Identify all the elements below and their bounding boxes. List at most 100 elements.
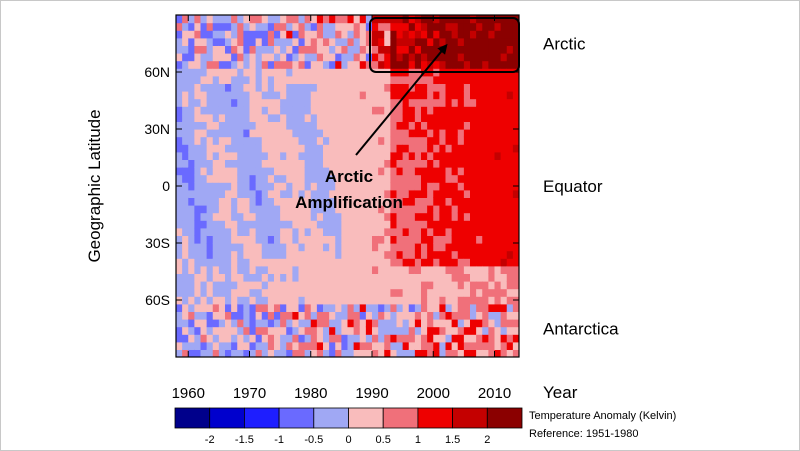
heatmap-cell bbox=[347, 258, 355, 267]
heatmap-cell bbox=[261, 83, 269, 92]
heatmap-cell bbox=[267, 113, 275, 122]
heatmap-cell bbox=[482, 243, 489, 252]
heatmap-cell bbox=[267, 129, 275, 138]
heatmap-cell bbox=[249, 334, 257, 343]
heatmap-cell bbox=[292, 311, 300, 320]
heatmap-cell bbox=[274, 174, 281, 183]
heatmap-cell bbox=[212, 319, 220, 328]
heatmap-cell bbox=[249, 136, 257, 145]
heatmap-cell bbox=[341, 341, 349, 350]
heatmap-cell bbox=[292, 197, 300, 206]
heatmap-cell bbox=[188, 334, 195, 343]
heatmap-cell bbox=[225, 159, 232, 168]
heatmap-cell bbox=[396, 53, 404, 62]
heatmap-cell bbox=[298, 30, 306, 39]
heatmap-cell bbox=[414, 334, 422, 343]
heatmap-cell bbox=[304, 273, 312, 282]
heatmap-cell bbox=[304, 159, 312, 168]
heatmap-cell bbox=[408, 220, 416, 229]
heatmap-cell bbox=[243, 235, 251, 244]
heatmap-cell bbox=[421, 273, 428, 282]
heatmap-cell bbox=[347, 121, 355, 130]
heatmap-cell bbox=[439, 113, 447, 122]
heatmap-cell bbox=[402, 37, 410, 46]
heatmap-cell bbox=[414, 30, 422, 39]
heatmap-cell bbox=[280, 30, 287, 39]
heatmap-cell bbox=[298, 235, 306, 244]
heatmap-cell bbox=[451, 91, 459, 100]
heatmap-cell bbox=[182, 235, 189, 244]
heatmap-cell bbox=[378, 45, 385, 54]
heatmap-cell bbox=[384, 319, 391, 328]
heatmap-cell bbox=[378, 189, 385, 198]
heatmap-cell bbox=[286, 151, 293, 160]
heatmap-cell bbox=[267, 319, 275, 328]
heatmap-cell bbox=[206, 319, 214, 328]
heatmap-cell bbox=[200, 235, 208, 244]
heatmap-cell bbox=[182, 106, 189, 115]
heatmap-cell bbox=[500, 273, 508, 282]
heatmap-cell bbox=[439, 30, 447, 39]
heatmap-cell bbox=[470, 319, 477, 328]
heatmap-cell bbox=[176, 227, 183, 236]
heatmap-cell bbox=[451, 167, 459, 176]
heatmap-cell bbox=[421, 106, 428, 115]
heatmap-cell bbox=[249, 167, 257, 176]
heatmap-cell bbox=[298, 205, 306, 214]
heatmap-cell bbox=[378, 334, 385, 343]
heatmap-cell bbox=[402, 197, 410, 206]
heatmap-cell bbox=[494, 212, 502, 221]
heatmap-cell bbox=[470, 205, 477, 214]
heatmap-cell bbox=[506, 30, 514, 39]
heatmap-cell bbox=[310, 167, 318, 176]
heatmap-cell bbox=[188, 144, 195, 153]
heatmap-cell bbox=[292, 121, 300, 130]
heatmap-cell bbox=[347, 281, 355, 290]
heatmap-cell bbox=[286, 60, 293, 69]
heatmap-cell bbox=[384, 197, 391, 206]
heatmap-cell bbox=[304, 121, 312, 130]
heatmap-cell bbox=[280, 227, 287, 236]
heatmap-cell bbox=[470, 182, 477, 191]
heatmap-cell bbox=[206, 98, 214, 107]
heatmap-cell bbox=[365, 205, 373, 214]
heatmap-cell bbox=[335, 106, 342, 115]
heatmap-cell bbox=[506, 136, 514, 145]
heatmap-cell bbox=[298, 182, 306, 191]
heatmap-cell bbox=[506, 303, 514, 312]
heatmap-cell bbox=[396, 281, 404, 290]
heatmap-cell bbox=[427, 151, 434, 160]
heatmap-cell bbox=[347, 326, 355, 335]
heatmap-cell bbox=[457, 106, 465, 115]
heatmap-cell bbox=[439, 144, 447, 153]
heatmap-cell bbox=[218, 91, 226, 100]
heatmap-cell bbox=[329, 319, 336, 328]
heatmap-cell bbox=[310, 113, 318, 122]
heatmap-cell bbox=[341, 243, 349, 252]
heatmap-cell bbox=[243, 68, 251, 77]
heatmap-cell bbox=[445, 220, 453, 229]
colorbar-swatch bbox=[278, 407, 315, 429]
heatmap-cell bbox=[286, 197, 293, 206]
heatmap-cell bbox=[316, 167, 324, 176]
heatmap-cell bbox=[292, 45, 300, 54]
heatmap-cell bbox=[304, 53, 312, 62]
heatmap-cell bbox=[365, 182, 373, 191]
heatmap-cell bbox=[396, 250, 404, 259]
heatmap-cell bbox=[396, 189, 404, 198]
heatmap-cell bbox=[304, 83, 312, 92]
heatmap-cell bbox=[414, 349, 422, 357]
heatmap-cell bbox=[274, 53, 281, 62]
heatmap-cell bbox=[353, 281, 361, 290]
heatmap-cell bbox=[451, 212, 459, 221]
heatmap-cell bbox=[378, 15, 385, 24]
heatmap-cell bbox=[218, 296, 226, 305]
heatmap-cell bbox=[506, 212, 514, 221]
heatmap-cell bbox=[316, 83, 324, 92]
heatmap-cell bbox=[353, 227, 361, 236]
heatmap-cell bbox=[365, 319, 373, 328]
heatmap-cell bbox=[488, 235, 496, 244]
heatmap-cell bbox=[390, 296, 398, 305]
heatmap-cell bbox=[231, 53, 238, 62]
heatmap-cell bbox=[500, 22, 508, 31]
